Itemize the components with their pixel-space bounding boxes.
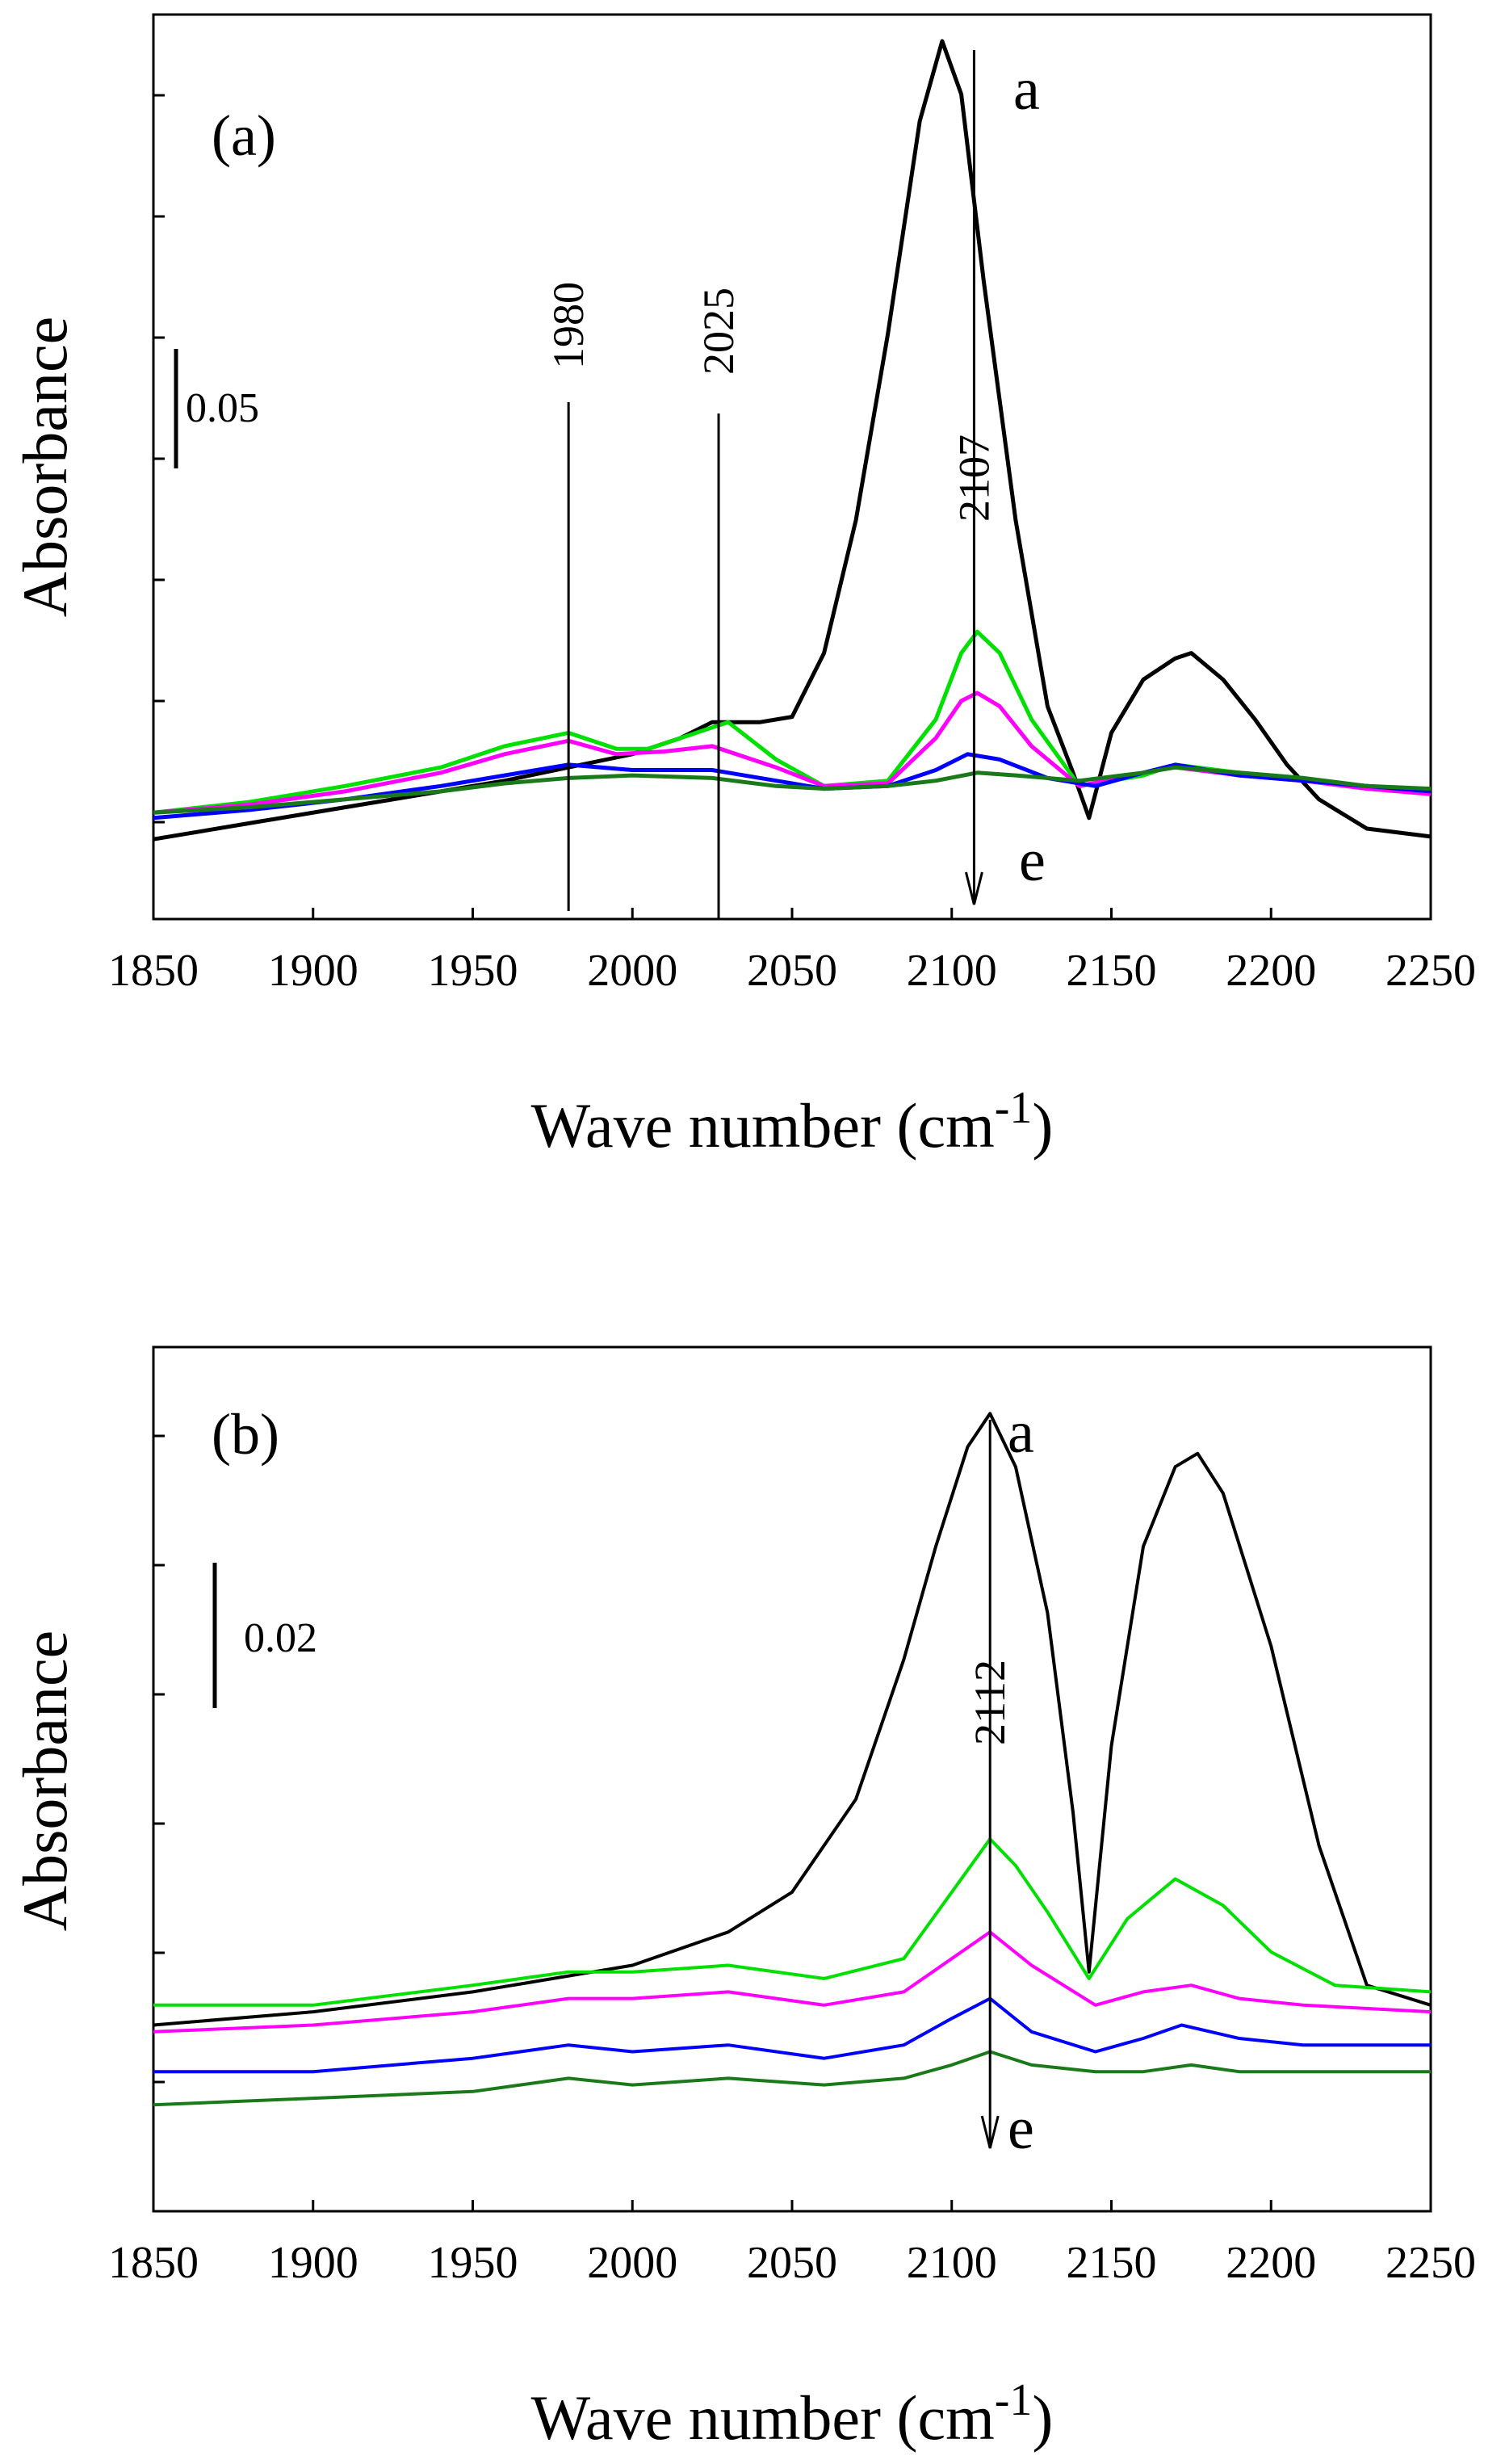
panel-a-ylabel: Absorbance [10, 317, 80, 618]
panel-b-ylabel: Absorbance [10, 1631, 80, 1932]
panel-b-xtick-label: 2250 [1386, 2238, 1476, 2288]
panel-b-xtick-label: 1950 [428, 2238, 518, 2288]
panel-b-xtick-label: 2000 [587, 2238, 677, 2288]
panel-b-scale-label: 0.02 [244, 1615, 317, 1661]
panel-a-series [153, 39, 1432, 842]
panel-a-curve-label-a: a [1013, 57, 1040, 123]
panel-b-series-a-line [153, 1412, 1432, 2027]
panel-a-scale-label: 0.05 [186, 385, 259, 431]
panel-a-annotation-arrow-icon [964, 871, 983, 905]
panel-b-series-d-line [153, 1996, 1431, 2074]
panel-a-xtick-label: 2100 [907, 946, 997, 996]
panel-a-series-a-line [153, 39, 1432, 842]
panel-a-series-c-line [153, 691, 1432, 815]
panel-a-xtick-label: 2050 [747, 946, 837, 996]
panel-b-xlabel: Wave number (cm-1) [531, 2375, 1054, 2453]
panel-a-yticks [153, 94, 165, 824]
panel-a-annotation-2025-label: 2025 [694, 288, 743, 375]
panel-a-xtick-label: 2000 [587, 946, 677, 996]
panel-a-curve-label-e: e [1019, 828, 1046, 894]
panel-b-xticks: 1850 1900 1950 2000 2050 2100 2150 2200 2250 [108, 2200, 1476, 2288]
panel-a-annotations: 1980 2025 2107 [544, 50, 998, 919]
panel-b-curve-label-e: e [1008, 2096, 1034, 2162]
panel-a-annotation-2107-label: 2107 [950, 434, 998, 522]
panel-b-xtick-label: 2050 [747, 2238, 837, 2288]
panel-b-xtick-label: 1900 [268, 2238, 358, 2288]
panel-b-annotations: 2112 [966, 1420, 1014, 2149]
panel-a-xtick-label: 2200 [1226, 946, 1316, 996]
panel-a-xtick-label: 2150 [1067, 946, 1157, 996]
panel-b-annotation-2112-label: 2112 [966, 1660, 1014, 1745]
panel-b-xtick-label: 1850 [108, 2238, 199, 2288]
panel-b-yticks [153, 1434, 165, 2084]
panel-a-label: (a) [212, 103, 276, 168]
panel-b-series [153, 1412, 1432, 2107]
panel-a-xtick-label: 2250 [1386, 946, 1476, 996]
panel-a-xtick-label: 1950 [428, 946, 518, 996]
panel-a-annotation-1980-label: 1980 [544, 282, 593, 369]
panel-a-series-e-line [153, 765, 1432, 815]
panel-a-chart: (a) Absorbance Wave number (cm-1) 1850 19… [10, 13, 1476, 1161]
panel-b-xtick-label: 2150 [1067, 2238, 1157, 2288]
panel-a-xticks: 1850 1900 1950 2000 2050 2100 2150 2200 2250 [108, 908, 1476, 996]
panel-b-xtick-label: 2100 [907, 2238, 997, 2288]
panel-a-xlabel: Wave number (cm-1) [531, 1083, 1054, 1161]
panel-b-xtick-label: 2200 [1226, 2238, 1316, 2288]
panel-b-curve-label-a: a [1008, 1400, 1034, 1466]
panel-a-xtick-label: 1900 [268, 946, 358, 996]
panel-b-series-c-line [153, 1930, 1432, 2034]
panel-b-series-b-line [153, 1837, 1432, 2007]
panel-b-chart: (b) Absorbance Wave number (cm-1) 1850 19… [10, 1345, 1476, 2453]
panel-b-series-e-line [153, 2050, 1431, 2107]
panel-b-label: (b) [212, 1402, 279, 1467]
panel-a-xtick-label: 1850 [108, 946, 199, 996]
panel-b-annotation-arrow-icon [980, 2115, 1000, 2149]
